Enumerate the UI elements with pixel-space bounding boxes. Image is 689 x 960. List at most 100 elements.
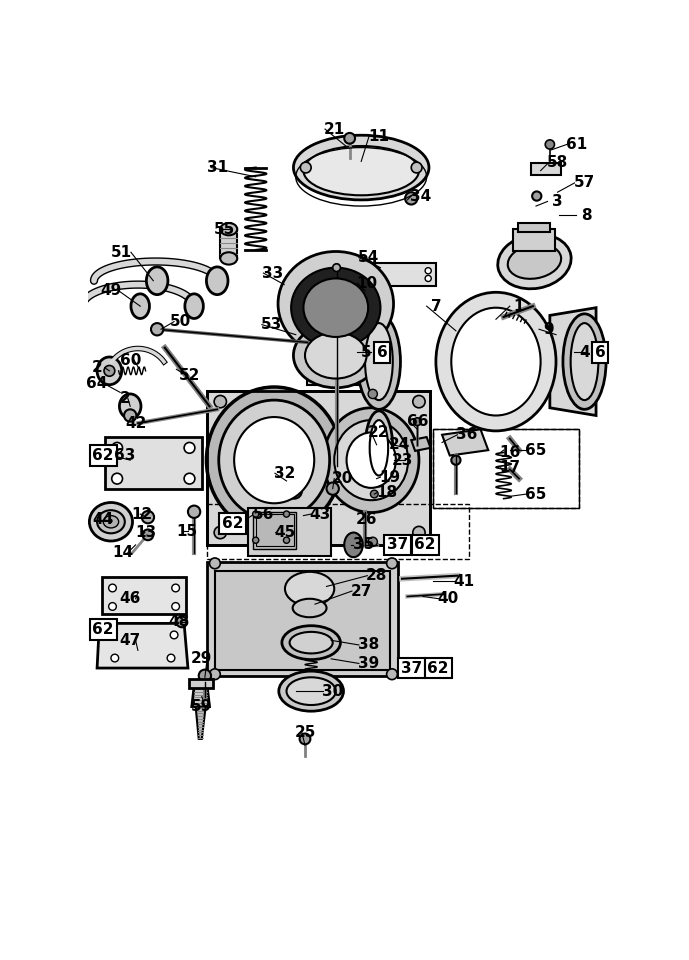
Circle shape: [387, 669, 398, 680]
Text: 8: 8: [582, 207, 592, 223]
Polygon shape: [105, 437, 202, 489]
Circle shape: [209, 669, 220, 680]
Text: 7: 7: [431, 299, 441, 314]
Ellipse shape: [282, 626, 340, 660]
Ellipse shape: [287, 678, 336, 705]
Polygon shape: [196, 707, 205, 739]
Text: 6: 6: [595, 345, 605, 360]
Text: 48: 48: [168, 614, 189, 630]
Circle shape: [344, 132, 355, 144]
Text: 58: 58: [547, 156, 568, 171]
Text: 2: 2: [119, 391, 130, 406]
Text: 65: 65: [525, 443, 546, 458]
Circle shape: [371, 473, 382, 484]
Text: 14: 14: [113, 545, 134, 560]
Circle shape: [112, 443, 123, 453]
Circle shape: [104, 366, 115, 376]
Circle shape: [109, 631, 116, 638]
Text: 61: 61: [566, 137, 588, 152]
Ellipse shape: [289, 632, 333, 654]
Bar: [189, 679, 213, 688]
Text: 62: 62: [414, 538, 436, 552]
Ellipse shape: [97, 357, 122, 385]
Text: 37: 37: [400, 660, 422, 676]
Circle shape: [405, 192, 418, 204]
Text: 42: 42: [125, 416, 146, 431]
Polygon shape: [207, 391, 431, 545]
Polygon shape: [531, 163, 562, 176]
Bar: [307, 327, 364, 385]
Bar: [256, 514, 294, 546]
Text: 22: 22: [368, 425, 390, 440]
Circle shape: [151, 324, 163, 335]
Ellipse shape: [131, 294, 150, 319]
Text: 59: 59: [191, 699, 212, 714]
Circle shape: [413, 396, 425, 408]
Text: 4: 4: [579, 345, 590, 360]
Circle shape: [545, 140, 555, 149]
Ellipse shape: [103, 516, 119, 528]
Ellipse shape: [344, 533, 362, 557]
Text: 60: 60: [119, 352, 141, 368]
Text: 33: 33: [262, 266, 283, 280]
Ellipse shape: [294, 135, 429, 200]
Ellipse shape: [497, 234, 571, 289]
Text: 16: 16: [500, 445, 520, 460]
Circle shape: [111, 654, 119, 661]
Ellipse shape: [220, 252, 237, 265]
Bar: [254, 512, 296, 549]
Circle shape: [188, 506, 200, 517]
Text: 47: 47: [120, 633, 141, 648]
Circle shape: [167, 654, 175, 661]
Bar: [207, 504, 469, 560]
Ellipse shape: [207, 267, 228, 295]
Text: 30: 30: [322, 684, 343, 699]
Circle shape: [300, 733, 310, 744]
Text: 31: 31: [207, 160, 228, 175]
Circle shape: [172, 584, 179, 591]
Circle shape: [184, 473, 195, 484]
Circle shape: [368, 390, 378, 398]
Text: 62: 62: [427, 660, 449, 676]
Circle shape: [413, 418, 421, 425]
Ellipse shape: [294, 324, 378, 388]
Ellipse shape: [436, 292, 556, 431]
Text: 55: 55: [214, 222, 236, 237]
Text: 62: 62: [222, 516, 243, 531]
Ellipse shape: [305, 332, 367, 378]
Circle shape: [333, 264, 340, 272]
Text: 27: 27: [351, 584, 372, 599]
Ellipse shape: [97, 510, 125, 534]
Text: 44: 44: [92, 512, 114, 527]
Polygon shape: [207, 562, 398, 676]
Polygon shape: [313, 263, 436, 286]
Circle shape: [368, 538, 378, 546]
Text: 12: 12: [131, 507, 152, 521]
Ellipse shape: [293, 599, 327, 617]
Circle shape: [143, 530, 153, 540]
Ellipse shape: [451, 308, 541, 416]
Ellipse shape: [303, 278, 368, 337]
Polygon shape: [102, 577, 187, 614]
Bar: [220, 229, 237, 258]
Ellipse shape: [119, 394, 141, 419]
Circle shape: [253, 511, 259, 517]
Text: 62: 62: [92, 622, 114, 637]
Text: 49: 49: [101, 283, 121, 299]
Circle shape: [451, 456, 460, 465]
Circle shape: [253, 538, 259, 543]
Text: 63: 63: [114, 448, 136, 463]
Bar: [248, 508, 331, 556]
Circle shape: [371, 491, 378, 498]
Text: 3: 3: [553, 194, 563, 209]
Text: 6: 6: [377, 345, 387, 360]
Circle shape: [532, 191, 542, 201]
Circle shape: [283, 511, 289, 517]
Circle shape: [278, 529, 290, 541]
Text: 25: 25: [294, 725, 316, 740]
Bar: [215, 571, 391, 670]
Circle shape: [109, 584, 116, 591]
Text: 52: 52: [179, 368, 200, 383]
Text: 64: 64: [86, 375, 107, 391]
Ellipse shape: [563, 314, 606, 409]
